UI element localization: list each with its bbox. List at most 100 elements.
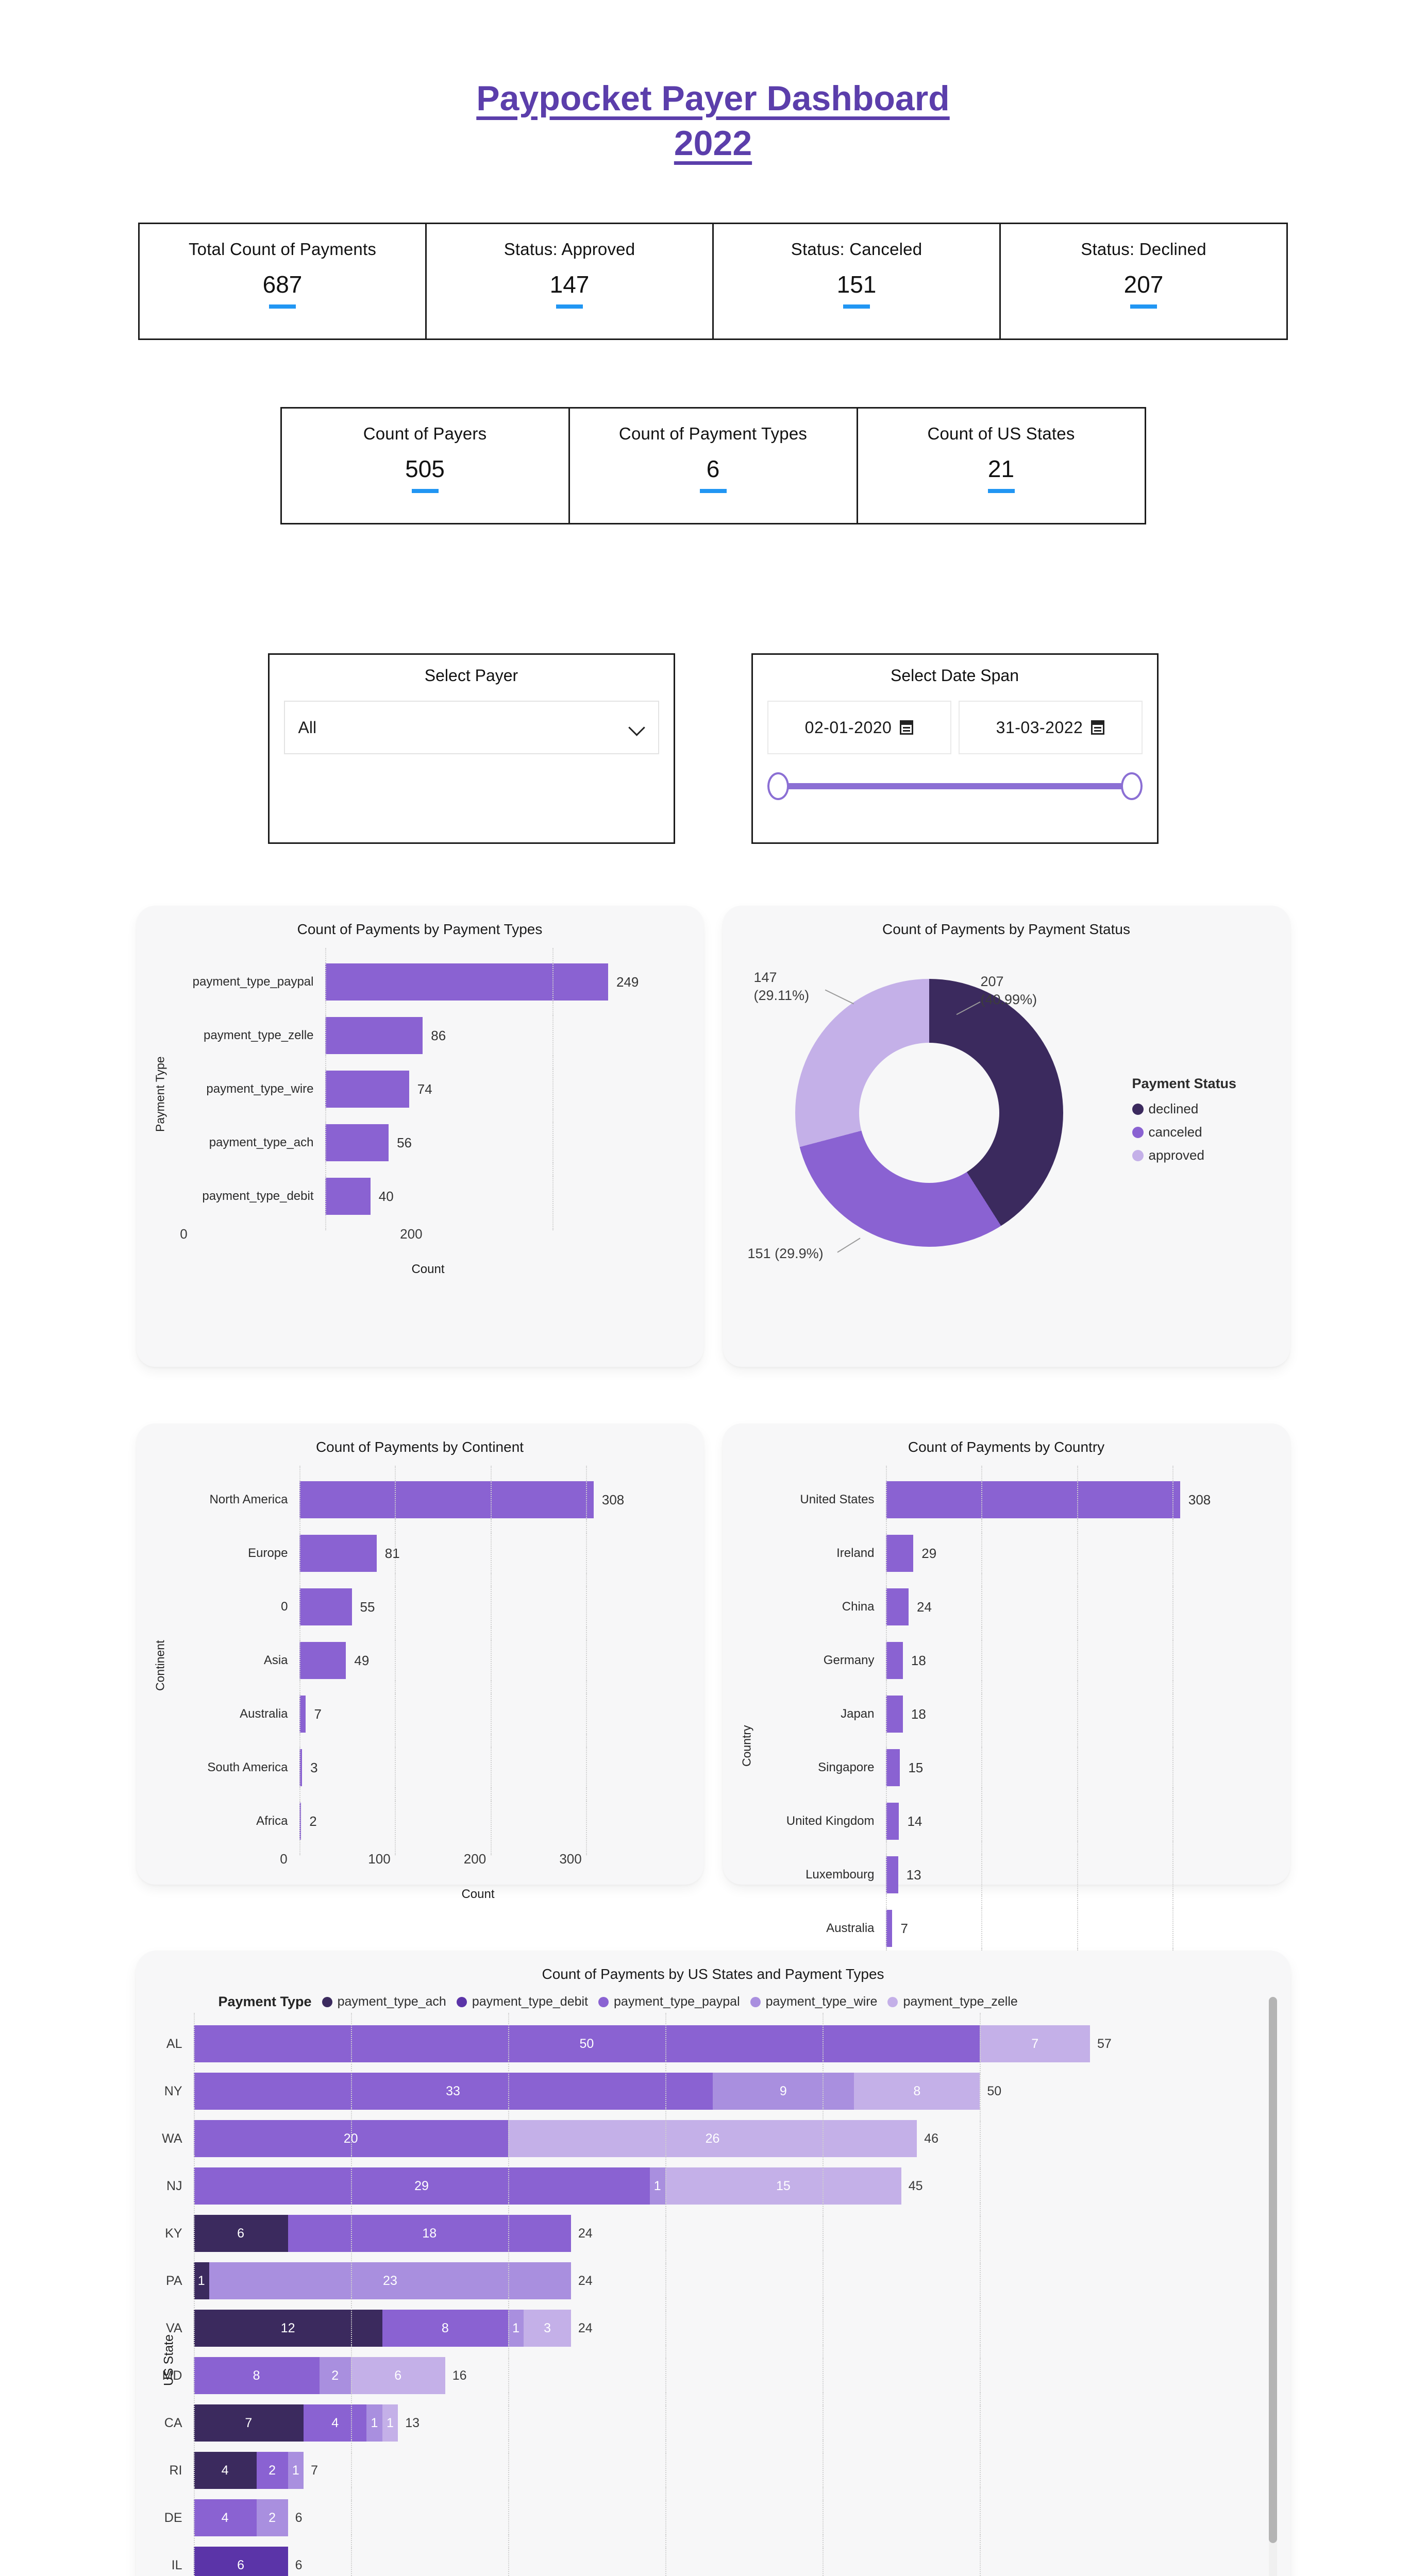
legend-item-declined[interactable]: declined [1132, 1101, 1237, 1117]
segment-value-label: 18 [422, 2226, 437, 2241]
gridline [325, 1109, 326, 1177]
bar[interactable] [885, 1481, 1180, 1519]
end-date-input[interactable]: 31-03-2022 [958, 701, 1143, 755]
bar-segment[interactable]: 1 [193, 2262, 210, 2300]
legend-item-approved[interactable]: approved [1132, 1147, 1237, 1163]
segment-value-label: 9 [779, 2083, 787, 2098]
bar-segment[interactable]: 33 [193, 2073, 713, 2110]
gridline [885, 1626, 887, 1695]
bar-segment[interactable]: 4 [193, 2499, 257, 2537]
bar[interactable] [885, 1910, 893, 1947]
bar-segment[interactable]: 1 [649, 2167, 666, 2205]
kpi-label: Status: Canceled [791, 240, 922, 259]
vertical-scrollbar[interactable] [1268, 1997, 1277, 2576]
bar-value-label: 13 [906, 1867, 921, 1883]
bar-segment[interactable]: 9 [712, 2073, 854, 2110]
bar-segment[interactable]: 18 [288, 2215, 571, 2252]
bar-segment[interactable]: 7 [980, 2025, 1090, 2063]
bar-category-label: payment_type_paypal [192, 975, 314, 989]
bar[interactable] [299, 1535, 377, 1572]
bar[interactable] [325, 1124, 389, 1162]
legend-item-payment-type-wire[interactable]: payment_type_wire [750, 1994, 877, 2009]
bar-segment[interactable]: 3 [524, 2310, 571, 2347]
bar-segment[interactable]: 7 [193, 2404, 304, 2442]
bar[interactable] [299, 1749, 303, 1787]
gridline [350, 2250, 352, 2312]
bar[interactable] [325, 1017, 423, 1055]
bar[interactable] [299, 1481, 594, 1519]
bar-segment[interactable]: 29 [193, 2167, 650, 2205]
gridline [1077, 1734, 1078, 1802]
state-label: KY [165, 2226, 182, 2241]
bar-segment[interactable]: 15 [665, 2167, 901, 2205]
slider-handle-start[interactable] [767, 772, 789, 801]
legend-item-canceled[interactable]: canceled [1132, 1124, 1237, 1140]
bar-segment[interactable]: 4 [193, 2452, 257, 2489]
leader-line-approved [825, 989, 854, 1005]
bar-segment[interactable]: 2 [256, 2452, 288, 2489]
scrollbar-thumb[interactable] [1268, 1997, 1277, 2544]
segment-value-label: 3 [544, 2320, 551, 2335]
bar[interactable] [325, 1071, 409, 1108]
payer-select[interactable]: All [283, 701, 659, 755]
segment-value-label: 1 [292, 2463, 299, 2478]
bar[interactable] [885, 1535, 914, 1572]
bar[interactable] [299, 1642, 346, 1680]
legend-item-payment-type-zelle[interactable]: payment_type_zelle [887, 1994, 1018, 2009]
gridline [1172, 1466, 1174, 1534]
bar[interactable] [299, 1696, 306, 1733]
bar-row: Australia 7 [757, 1894, 1259, 1963]
bar[interactable] [885, 1803, 899, 1840]
bar[interactable] [885, 1856, 898, 1894]
gridline [823, 2487, 824, 2549]
bar[interactable] [325, 963, 609, 1001]
legend-item-payment-type-debit[interactable]: payment_type_debit [456, 1994, 588, 2009]
gridline [395, 1626, 396, 1695]
start-date-input[interactable]: 02-01-2020 [767, 701, 951, 755]
stacked-bar-row: CA 7 4 1 1 13 [154, 2392, 1213, 2454]
legend-item-payment-type-paypal[interactable]: payment_type_paypal [598, 1994, 740, 2009]
bar-segment[interactable]: 50 [193, 2025, 980, 2063]
bar-segment[interactable]: 8 [382, 2310, 508, 2347]
bar-segment[interactable]: 6 [350, 2357, 445, 2395]
kpi-underline [987, 489, 1015, 494]
bar[interactable] [299, 1588, 352, 1626]
bar[interactable] [885, 1642, 903, 1680]
bar[interactable] [325, 1178, 371, 1215]
bar-segment[interactable]: 8 [854, 2073, 980, 2110]
gridline [586, 1573, 588, 1641]
gridline [1077, 1841, 1078, 1909]
bar-segment[interactable]: 1 [288, 2452, 304, 2489]
gridline [508, 2155, 509, 2217]
bar[interactable] [885, 1749, 900, 1787]
bar-category-label: payment_type_debit [202, 1189, 314, 1204]
gridline [1077, 1626, 1078, 1695]
legend-item-payment-type-ach[interactable]: payment_type_ach [322, 1994, 446, 2009]
stacked-bar: 29 1 15 [193, 2167, 901, 2205]
bar-segment[interactable]: 1 [382, 2404, 398, 2442]
bar-track: 18 [885, 1626, 1259, 1695]
x-axis-label: Count [411, 1262, 445, 1277]
slider-handle-end[interactable] [1120, 772, 1143, 801]
bar-segment[interactable]: 1 [366, 2404, 382, 2442]
bar-segment[interactable]: 8 [193, 2357, 320, 2395]
legend: Payment Status declined canceled approve… [1132, 1076, 1237, 1171]
bar-segment[interactable]: 4 [304, 2404, 367, 2442]
bar-segment[interactable]: 12 [193, 2310, 382, 2347]
bar-segment[interactable]: 23 [209, 2262, 571, 2300]
bar-segment[interactable]: 2 [319, 2357, 351, 2395]
bar-segment[interactable]: 6 [193, 2547, 288, 2576]
gridline [885, 1787, 887, 1856]
bar[interactable] [885, 1696, 903, 1733]
bar-segment[interactable]: 6 [193, 2215, 288, 2252]
bar-segment[interactable]: 26 [508, 2120, 917, 2158]
bar[interactable] [885, 1588, 909, 1626]
stacked-bar-row: KY 6 18 24 [154, 2202, 1213, 2265]
bar-category-label: Europe [248, 1546, 288, 1561]
bar-segment[interactable]: 1 [508, 2310, 524, 2347]
bar-track: 40 [325, 1162, 673, 1231]
gridline [350, 2487, 352, 2549]
bar-segment[interactable]: 2 [256, 2499, 288, 2537]
date-range-slider[interactable] [767, 772, 1143, 801]
chart-country: Count of Payments by Country Country Uni… [723, 1423, 1290, 2062]
